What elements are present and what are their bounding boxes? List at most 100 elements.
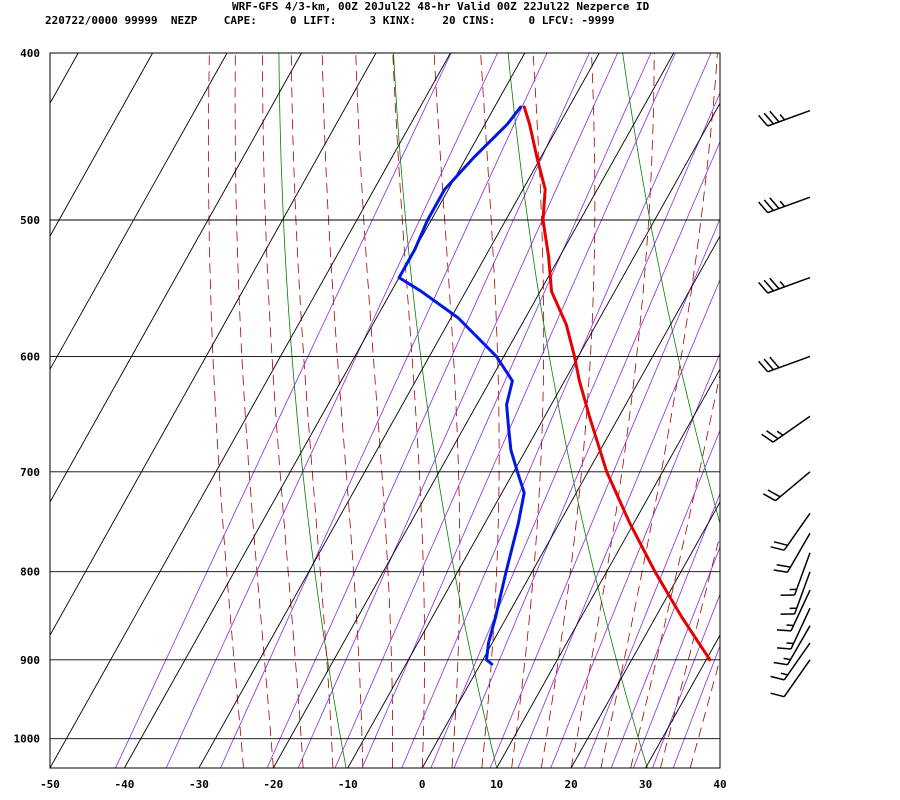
wind-barb-half-feather	[783, 657, 791, 661]
wind-barb	[773, 625, 811, 666]
moist-adiabat	[630, 372, 720, 768]
wind-barb-staff	[786, 625, 811, 666]
y-tick-label: 900	[20, 654, 40, 667]
wind-barb-feather	[761, 433, 774, 443]
wind-barb	[770, 642, 811, 681]
chart-title: WRF-GFS 4/3-km, 00Z 20Jul22 48-hr Valid …	[232, 0, 650, 13]
dry-adiabat	[393, 53, 498, 768]
isotherm	[50, 53, 451, 768]
wind-barb	[773, 532, 811, 574]
isotherm	[0, 53, 4, 768]
wind-barb-feather	[767, 489, 781, 498]
dry-adiabat	[843, 15, 900, 783]
wind-barb	[758, 355, 811, 373]
wind-barb-feather	[773, 569, 788, 574]
wind-barb-feather	[766, 430, 779, 440]
dry-adiabat	[278, 53, 347, 768]
wind-barb-half-feather	[779, 114, 786, 121]
wind-barb-feather	[770, 675, 785, 681]
x-tick-label: -40	[114, 778, 134, 791]
moist-adiabat	[207, 53, 244, 768]
wind-barb-feather	[762, 493, 776, 502]
moist-adiabat	[570, 53, 655, 768]
mixing-ratio-line	[583, 429, 720, 768]
isotherm	[50, 53, 377, 637]
wind-barb-staff	[767, 196, 811, 214]
wind-barb-feather	[773, 541, 788, 547]
mixing-ratio-line	[672, 644, 720, 768]
moist-adiabat	[540, 53, 596, 768]
wind-barb-staff	[793, 552, 811, 596]
wind-barb-feather	[769, 110, 780, 123]
wind-barb-half-feather	[779, 281, 786, 288]
moist-adiabat	[290, 53, 334, 768]
isotherm	[645, 634, 720, 768]
mixing-ratio-line	[361, 53, 676, 768]
sounding-stats-line: 220722/0000 99999 NEZP CAPE: 0 LIFT: 3 K…	[45, 14, 615, 27]
wind-barb-staff	[772, 415, 811, 443]
wind-barb-feather	[770, 692, 785, 698]
x-tick-label: -50	[40, 778, 60, 791]
moist-adiabat	[262, 53, 304, 768]
plot-frame	[49, 52, 721, 769]
wind-barb	[758, 109, 811, 127]
wind-barb-feather	[763, 358, 774, 371]
wind-barb-half-feather	[786, 642, 794, 645]
wind-barb-feather	[763, 112, 774, 125]
y-tick-label: 400	[20, 47, 40, 60]
mixing-ratio-line	[220, 53, 548, 768]
wind-barb-staff	[775, 471, 811, 502]
mixing-ratio-line	[266, 53, 590, 768]
wind-barb-feather	[758, 281, 769, 294]
x-tick-label: 30	[639, 778, 652, 791]
isotherm	[570, 501, 720, 768]
mixing-ratio-line	[610, 492, 720, 768]
mixing-ratio-line	[297, 53, 619, 768]
wind-barb-staff	[783, 659, 811, 698]
y-tick-label: 700	[20, 466, 40, 479]
wind-barb-staff	[767, 276, 811, 294]
wind-barb-staff	[767, 355, 811, 373]
wind-barb-feather	[776, 564, 791, 568]
x-tick-label: 0	[419, 778, 426, 791]
wind-barb-staff	[790, 607, 811, 650]
moist-adiabat	[600, 53, 718, 768]
moist-adiabat	[511, 53, 545, 768]
wind-barb-feather	[763, 199, 774, 211]
wind-barb	[762, 471, 811, 502]
moist-adiabat	[719, 766, 720, 768]
wind-barb	[770, 659, 811, 698]
moist-adiabat	[392, 53, 426, 768]
mixing-ratio-line	[632, 546, 720, 768]
x-tick-label: 40	[713, 778, 726, 791]
isotherm	[272, 53, 675, 768]
mixing-ratio-line	[489, 217, 720, 768]
mixing-ratio-line	[517, 278, 720, 768]
moist-adiabat	[433, 53, 461, 768]
x-tick-label: -20	[263, 778, 283, 791]
wind-barb-half-feather	[776, 430, 784, 436]
isotherm	[50, 53, 153, 238]
wind-barb	[780, 571, 811, 615]
y-tick-label: 800	[20, 566, 40, 579]
moist-adiabat	[355, 53, 394, 768]
isotherm	[50, 53, 302, 504]
wind-barb	[776, 589, 811, 632]
y-tick-label: 600	[20, 350, 40, 363]
wind-barb-feather	[763, 279, 774, 292]
x-tick-label: -30	[189, 778, 209, 791]
mixing-ratio-line	[453, 140, 720, 768]
wind-barb-feather	[773, 661, 788, 666]
isotherm	[198, 53, 600, 768]
wind-barb	[758, 276, 811, 294]
wind-barb-feather	[769, 277, 780, 290]
moist-adiabat	[660, 533, 720, 768]
wind-barb-staff	[786, 532, 811, 573]
wind-barb-feather	[770, 546, 785, 551]
wind-barb-staff	[793, 571, 811, 615]
wind-barb-staff	[783, 642, 811, 681]
wind-barb-feather	[776, 647, 792, 650]
moist-adiabat	[321, 53, 364, 768]
wind-barb-feather	[758, 360, 769, 373]
wind-barb	[761, 415, 811, 443]
